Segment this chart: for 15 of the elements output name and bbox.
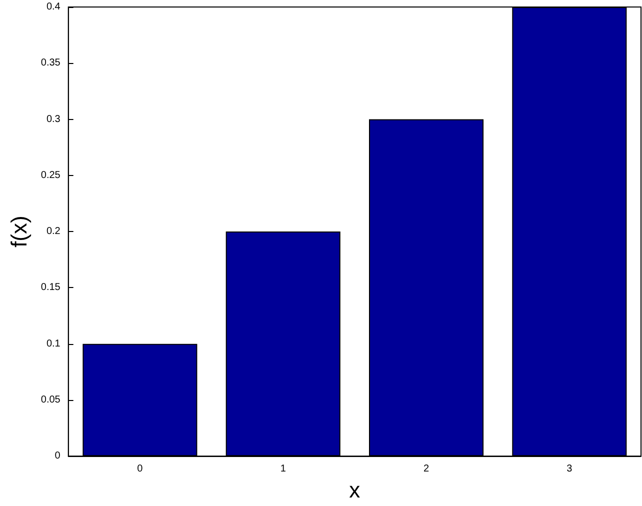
y-tick-label: 0.05 <box>40 394 61 406</box>
x-tick-label: 3 <box>566 464 573 475</box>
y-tick-label: 0.4 <box>46 2 61 12</box>
y-tick-label: 0 <box>54 450 61 462</box>
x-tick-label: 1 <box>280 464 286 475</box>
y-axis-title: f(x) <box>6 216 32 248</box>
y-tick-label: 0.2 <box>46 226 61 238</box>
x-tick-label: 2 <box>423 464 430 475</box>
y-tick-label: 0.1 <box>46 338 61 350</box>
y-tick-label: 0.3 <box>46 114 61 125</box>
y-tick-label: 0.15 <box>40 282 61 294</box>
y-tick-label: 0.35 <box>40 58 61 69</box>
x-tick-label: 0 <box>137 464 144 475</box>
x-axis-title: x <box>349 478 360 502</box>
y-tick-label: 0.25 <box>40 170 61 181</box>
